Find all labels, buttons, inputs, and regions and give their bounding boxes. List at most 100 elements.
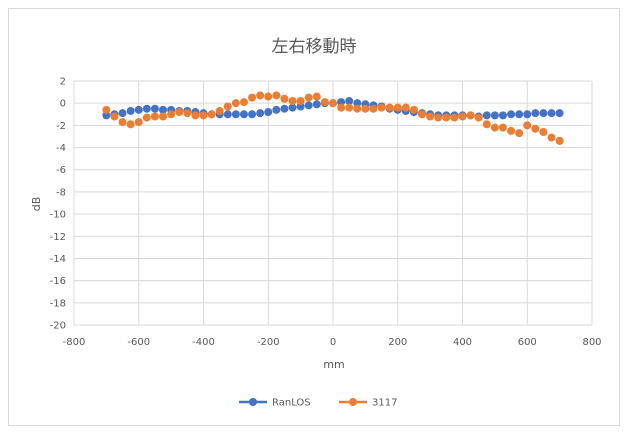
y-axis-label: dB (30, 197, 43, 212)
x-tick-label: -400 (192, 337, 215, 348)
data-point (256, 109, 265, 118)
legend-item-3117: 3117 (339, 398, 397, 409)
legend-marker (349, 398, 357, 406)
legend: RanLOS 3117 (239, 398, 397, 409)
data-point (482, 120, 491, 129)
data-point (118, 109, 127, 118)
data-point (142, 104, 151, 113)
data-point (288, 96, 297, 105)
y-tick-labels: 2 0 -2 -4 -6 -8 -10 -12 -14 -16 -18 -20 (50, 77, 66, 332)
x-tick-label: 800 (582, 337, 601, 348)
data-point (450, 113, 459, 122)
data-point (547, 133, 556, 142)
x-tick-label: 600 (518, 337, 537, 348)
data-point (183, 109, 192, 118)
data-point (312, 92, 321, 101)
x-tick-labels: -800 -600 -400 -200 0 200 400 600 800 (63, 337, 602, 348)
data-point (223, 110, 232, 119)
data-point (199, 111, 208, 120)
data-point (547, 109, 556, 118)
y-tick-label: -18 (50, 298, 66, 309)
x-tick-label: 400 (453, 337, 472, 348)
data-point (126, 106, 135, 115)
data-point (337, 103, 346, 112)
x-tick-label: -600 (127, 337, 150, 348)
data-point (345, 103, 354, 112)
data-point (142, 113, 151, 122)
data-point (126, 120, 135, 129)
data-point (215, 106, 224, 115)
chart-title: 左右移動時 (272, 37, 357, 57)
data-point (369, 104, 378, 113)
data-point (418, 110, 427, 119)
data-point (239, 110, 248, 119)
data-point (466, 111, 475, 120)
data-point (515, 110, 524, 119)
x-tick-label: 0 (330, 337, 336, 348)
data-point (531, 109, 540, 118)
data-point (482, 111, 491, 120)
data-point (458, 112, 467, 121)
y-tick-label: -14 (50, 254, 66, 265)
data-point (272, 91, 281, 100)
data-point (110, 112, 119, 121)
y-tick-label: -12 (50, 232, 66, 243)
series-group (102, 91, 564, 145)
data-point (256, 91, 265, 100)
data-point (312, 100, 321, 109)
data-point (280, 94, 289, 103)
data-point (304, 93, 313, 102)
legend-label: RanLOS (272, 398, 311, 409)
data-point (409, 105, 418, 114)
y-tick-label: -16 (50, 276, 66, 287)
legend-item-ranlos: RanLOS (239, 398, 311, 409)
data-point (490, 123, 499, 132)
data-point (523, 110, 532, 119)
data-point (248, 93, 257, 102)
y-tick-label: 2 (60, 77, 66, 88)
data-point (393, 103, 402, 112)
data-point (191, 111, 200, 120)
y-tick-label: -4 (56, 143, 66, 154)
data-point (167, 110, 176, 119)
data-point (507, 110, 516, 119)
data-point (498, 111, 507, 120)
data-point (426, 112, 435, 121)
data-point (175, 108, 184, 117)
data-point (539, 109, 548, 118)
y-tick-label: 0 (60, 99, 66, 110)
data-point (150, 112, 159, 121)
y-tick-label: -10 (50, 210, 66, 221)
data-point (361, 104, 370, 113)
data-point (304, 101, 313, 110)
data-point (150, 104, 159, 113)
data-point (239, 98, 248, 107)
data-point (377, 103, 386, 112)
data-point (523, 121, 532, 130)
chart-frame (8, 8, 620, 426)
data-point (555, 109, 564, 118)
data-point (134, 105, 143, 114)
data-point (231, 99, 240, 108)
y-tick-label: -8 (56, 187, 66, 198)
data-point (207, 110, 216, 119)
legend-label: 3117 (372, 398, 397, 409)
data-point (337, 98, 346, 107)
data-point (231, 110, 240, 119)
data-point (329, 99, 337, 108)
legend-marker (249, 398, 257, 406)
data-point (264, 108, 273, 117)
data-point (288, 103, 297, 112)
data-point (434, 113, 443, 122)
data-point (248, 110, 257, 119)
data-point (353, 99, 362, 108)
series-3117 (102, 91, 564, 145)
data-point (442, 113, 451, 122)
data-point (134, 118, 143, 127)
data-point (118, 118, 127, 127)
data-point (345, 96, 354, 105)
data-point (385, 103, 394, 112)
data-point (498, 123, 507, 132)
data-point (531, 124, 540, 133)
data-point (320, 98, 329, 107)
